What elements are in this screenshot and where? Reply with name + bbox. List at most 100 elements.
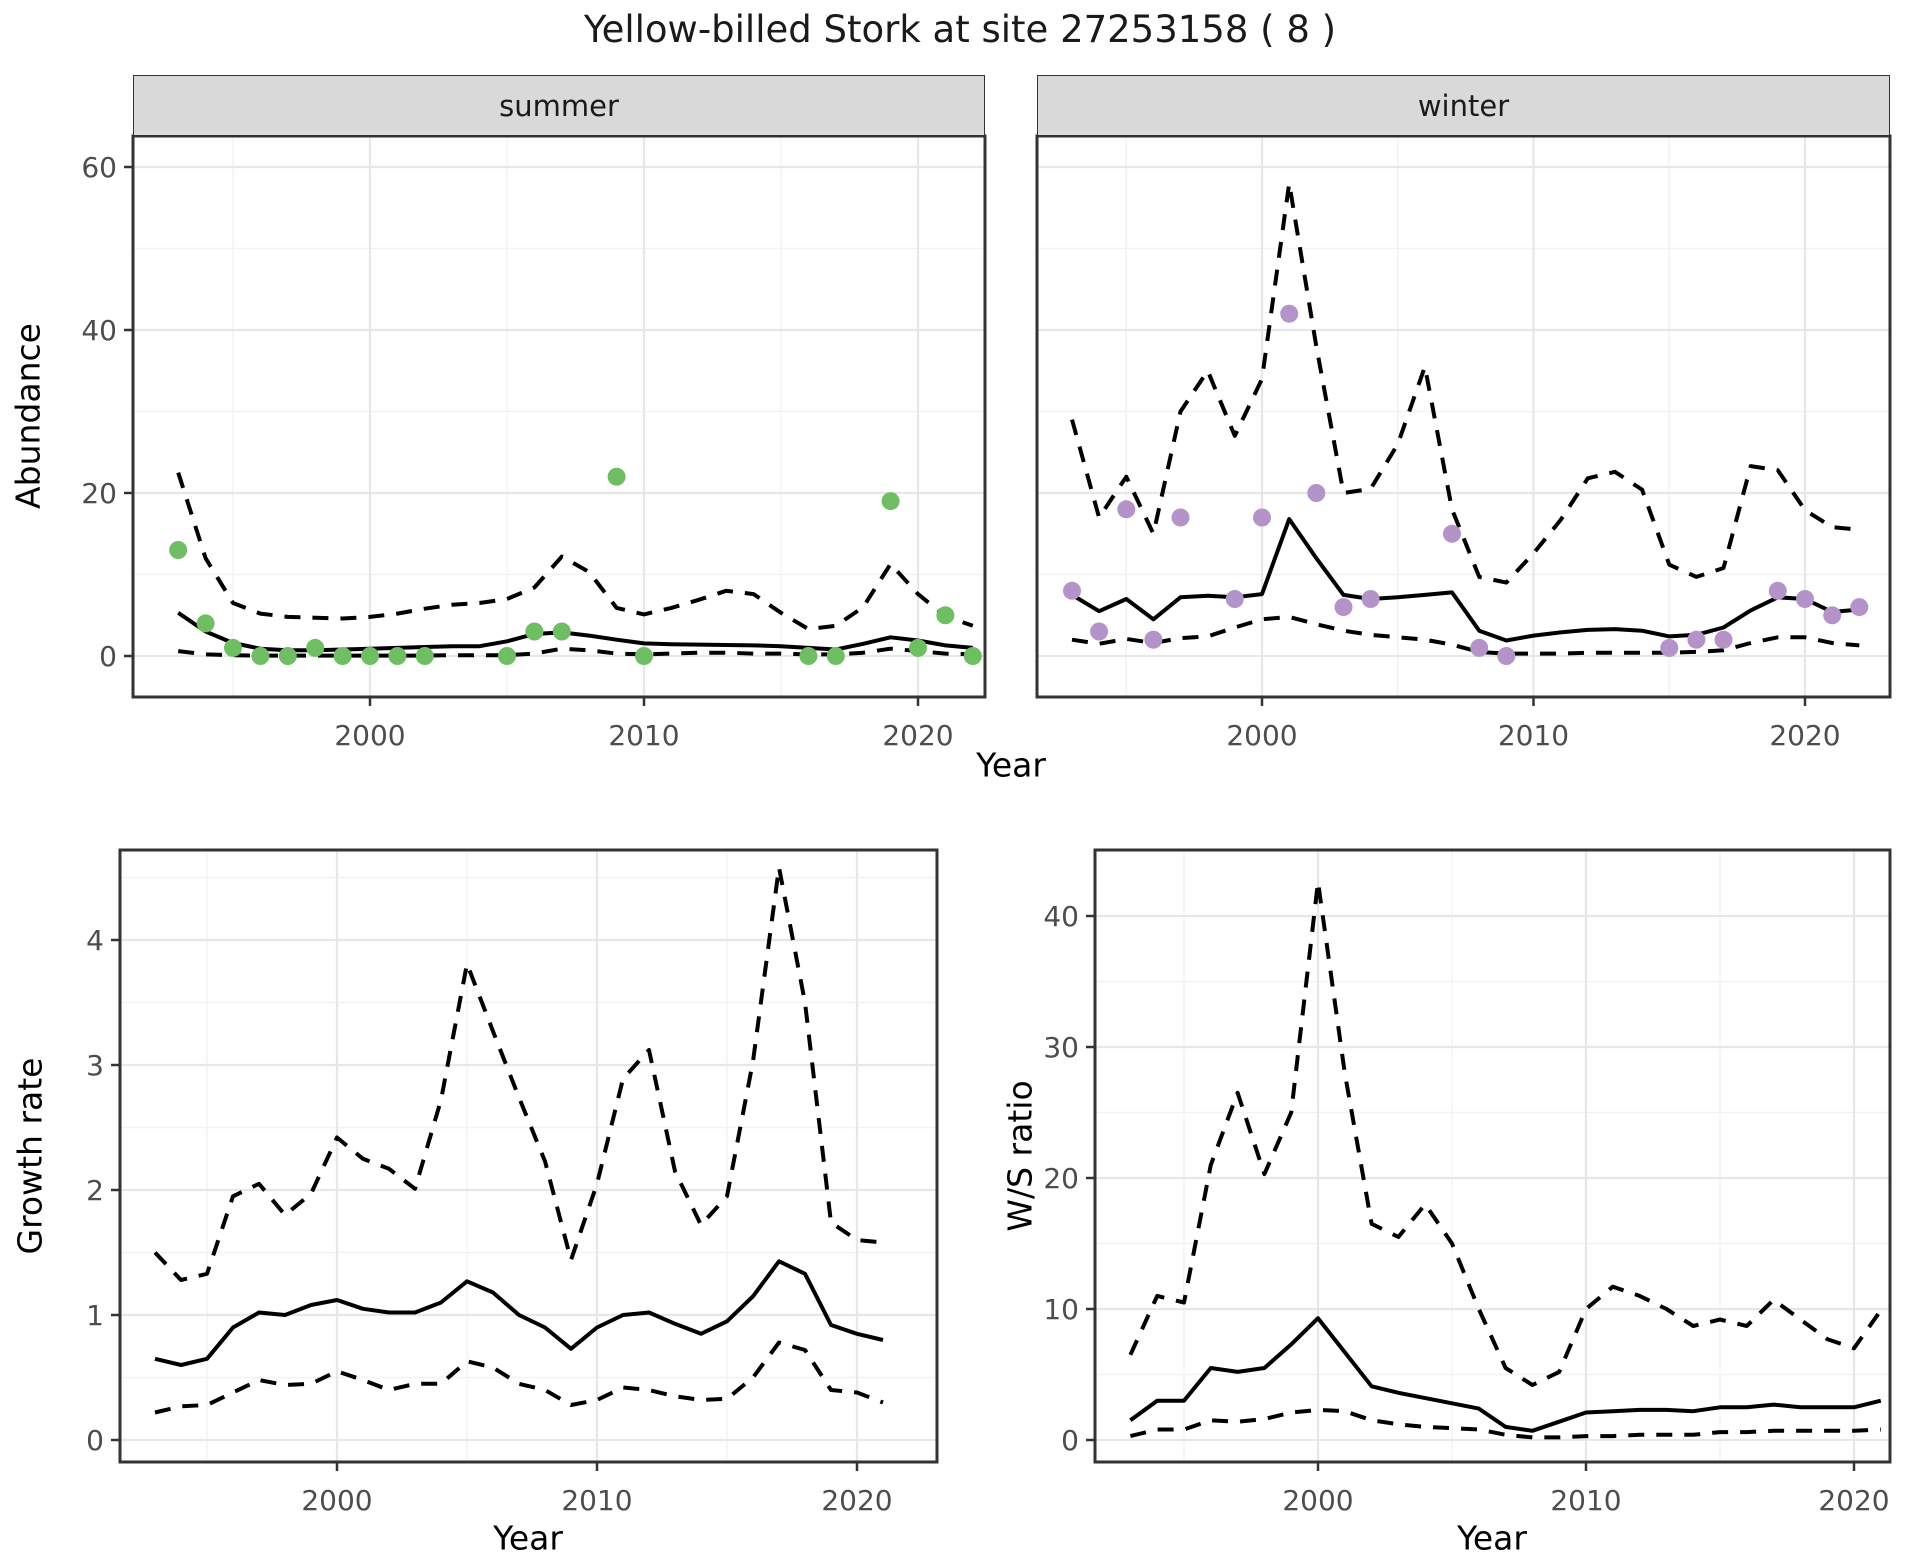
axis-ticks: 2000 2010 2020 0 10 20 30 40 <box>1043 900 1889 1517</box>
panel-growth: 2000 2010 2020 0 1 2 3 4 <box>86 848 939 1517</box>
data-point <box>552 622 571 641</box>
data-point <box>1470 638 1489 657</box>
panel-background <box>133 136 985 697</box>
data-point <box>1253 508 1271 527</box>
x-tick-label: 2010 <box>1550 1484 1621 1517</box>
data-point <box>525 622 544 641</box>
data-point <box>826 647 845 665</box>
axis-ticks: 2000 2010 2020 <box>1226 697 1841 752</box>
data-point <box>909 638 927 657</box>
facet-strip-winter-label: winter <box>1417 88 1510 123</box>
series-lower_ci-line <box>1071 614 1860 656</box>
x-tick-label: 2020 <box>1769 719 1840 752</box>
data-point <box>1117 500 1136 519</box>
summer-observed-points <box>169 467 982 665</box>
series-upper_ci-line <box>176 471 974 632</box>
data-point <box>963 647 982 665</box>
panel-background <box>1095 850 1890 1462</box>
data-point <box>1497 647 1516 665</box>
panel-summer: 2000 2010 2020 0 20 40 60 <box>81 134 987 752</box>
data-point <box>799 647 818 665</box>
data-point <box>1823 606 1842 625</box>
series-lower_ci-line <box>154 1340 884 1415</box>
y-tick-label: 20 <box>1043 1162 1079 1195</box>
x-tick-label: 2000 <box>301 1484 372 1517</box>
x-tick-label: 2020 <box>882 719 953 752</box>
data-point <box>196 614 215 633</box>
y-tick-label: 2 <box>86 1174 104 1207</box>
x-tick-label: 2020 <box>821 1484 892 1517</box>
data-point <box>278 647 297 665</box>
x-tick-label: 2000 <box>1226 719 1297 752</box>
data-point <box>1334 598 1353 617</box>
y-tick-label: 0 <box>99 640 117 673</box>
panel-ws: 2000 2010 2020 0 10 20 30 40 <box>1043 848 1892 1517</box>
facet-strip-winter: winter <box>1037 75 1890 136</box>
data-point <box>1280 304 1299 323</box>
data-point <box>388 647 407 665</box>
y-tick-label: 30 <box>1043 1031 1079 1064</box>
data-point <box>1660 638 1679 657</box>
series-lower_ci-line <box>1129 1407 1881 1440</box>
data-point <box>224 638 242 657</box>
y-tick-label: 60 <box>81 151 117 184</box>
data-point <box>1687 630 1706 649</box>
x-axis-title-year-top: Year <box>976 745 1046 785</box>
panel-border <box>1035 134 1892 699</box>
series-upper_ci-line <box>153 865 884 1282</box>
y-axis-title-growth-rate: Growth rate <box>10 1057 50 1255</box>
x-axis-title-year-bottom-right: Year <box>1457 1518 1527 1558</box>
series-mean-line <box>154 1259 884 1367</box>
data-point <box>1361 590 1380 608</box>
y-tick-label: 0 <box>86 1424 104 1457</box>
data-point <box>1225 590 1244 608</box>
data-point <box>333 647 352 665</box>
data-point <box>936 606 955 625</box>
y-tick-label: 4 <box>86 924 104 957</box>
panel-winter: 2000 2010 2020 <box>1035 134 1892 752</box>
x-tick-label: 2000 <box>334 719 405 752</box>
data-point <box>1307 484 1326 502</box>
data-point <box>361 647 379 665</box>
x-axis-title-year-bottom-left: Year <box>493 1518 563 1558</box>
data-point <box>498 647 516 665</box>
panel-border <box>1093 848 1892 1464</box>
data-point <box>1090 622 1109 641</box>
data-point <box>881 492 900 511</box>
series-upper_ci-line <box>1070 181 1860 585</box>
facet-strip-summer-label: summer <box>499 88 619 123</box>
x-tick-label: 2020 <box>1818 1484 1889 1517</box>
y-tick-label: 3 <box>86 1049 104 1082</box>
data-point <box>169 541 188 559</box>
y-tick-label: 40 <box>81 314 117 347</box>
data-point <box>1768 581 1787 600</box>
data-point <box>1443 524 1461 543</box>
winter-observed-points <box>1063 304 1869 665</box>
x-tick-label: 2010 <box>608 719 679 752</box>
series-mean-line <box>1129 1316 1882 1433</box>
data-point <box>306 638 325 657</box>
data-point <box>1714 630 1733 649</box>
y-axis-title-abundance: Abundance <box>8 323 48 509</box>
y-tick-label: 0 <box>1061 1424 1079 1457</box>
data-point <box>635 647 653 665</box>
panel-background <box>120 850 937 1462</box>
panel-border <box>118 848 939 1464</box>
data-point <box>415 647 434 665</box>
facet-strip-summer: summer <box>133 75 985 136</box>
x-tick-label: 2010 <box>561 1484 632 1517</box>
y-tick-label: 1 <box>86 1299 104 1332</box>
x-tick-label: 2010 <box>1498 719 1569 752</box>
y-tick-label: 40 <box>1043 900 1079 933</box>
data-point <box>607 467 626 486</box>
panel-border <box>131 134 987 699</box>
y-axis-title-ws-ratio: W/S ratio <box>1000 1080 1040 1232</box>
data-point <box>1063 581 1081 600</box>
series-mean-line <box>1070 517 1860 643</box>
panel-background <box>1037 136 1890 697</box>
series-upper_ci-line <box>1128 879 1883 1387</box>
y-tick-label: 10 <box>1043 1293 1079 1326</box>
y-tick-label: 20 <box>81 477 117 510</box>
data-point <box>1171 508 1190 527</box>
